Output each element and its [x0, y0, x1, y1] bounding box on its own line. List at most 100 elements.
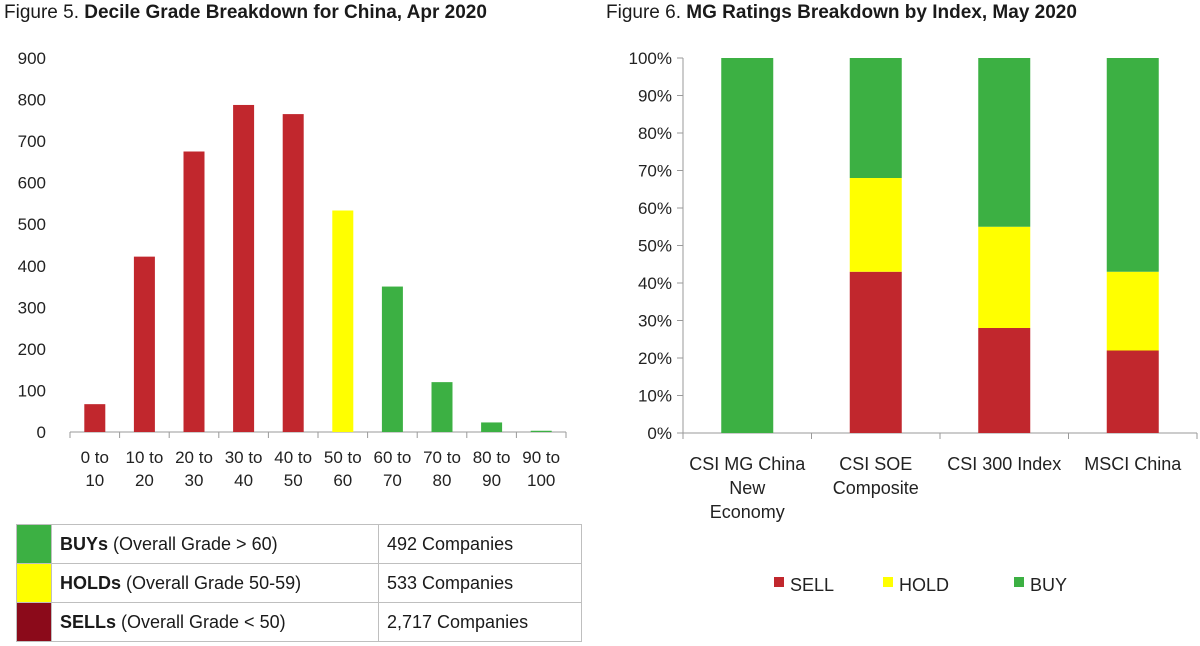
- bar: [282, 114, 304, 432]
- figure6-title-bold: MG Ratings Breakdown by Index, May 2020: [686, 2, 1077, 23]
- sell-swatch: [16, 602, 52, 642]
- x-tick-label: 10: [85, 471, 104, 490]
- bar-segment-hold: [978, 226, 1031, 328]
- y-tick-label: 600: [18, 174, 46, 193]
- x-tick-label: 70 to: [423, 448, 461, 467]
- figure6-title-prefix: Figure 6.: [606, 2, 687, 23]
- bar-segment-hold: [1106, 271, 1159, 351]
- legend-item-hold: HOLD: [883, 575, 949, 595]
- ratings-stacked-bar-chart: 0% 10% 20% 30% 40% 50% 60% 70% 80% 90% 100% CSI MG …: [629, 49, 1198, 595]
- y-tick-label: 300: [18, 298, 46, 317]
- legend-label: BUY: [1030, 575, 1067, 595]
- figure6-title: Figure 6. MG Ratings Breakdown by Index,…: [606, 2, 1077, 24]
- bar-segment-buy: [978, 58, 1031, 227]
- sell-description: SELLs (Overall Grade < 50): [51, 602, 379, 642]
- bar: [84, 404, 106, 432]
- y-tick-label: 100: [18, 381, 46, 400]
- x-tick-label: 100: [527, 471, 555, 490]
- legend-row-sells: SELLs (Overall Grade < 50) 2,717 Compani…: [16, 602, 582, 642]
- x-tick-label: 60: [333, 471, 352, 490]
- bar: [381, 286, 403, 432]
- buy-criteria: (Overall Grade > 60): [108, 533, 278, 554]
- x-tick-label: CSI MG China: [689, 454, 806, 474]
- x-tick-label: 60 to: [373, 448, 411, 467]
- legend-swatch: [1014, 577, 1024, 587]
- legend-swatch: [883, 577, 893, 587]
- y-tick-label: 400: [18, 257, 46, 276]
- buy-description: BUYs (Overall Grade > 60): [51, 524, 379, 564]
- y-tick-label: 900: [18, 49, 46, 68]
- grade-legend-table: BUYs (Overall Grade > 60) 492 Companies …: [16, 524, 582, 642]
- legend-label: HOLD: [899, 575, 949, 595]
- hold-description: HOLDs (Overall Grade 50-59): [51, 563, 379, 603]
- y-tick-label: 30%: [638, 312, 672, 331]
- x-tick-label: 0 to: [81, 448, 109, 467]
- y-tick-label: 60%: [638, 199, 672, 218]
- x-tick-label: 30 to: [225, 448, 263, 467]
- x-tick-label: CSI 300 Index: [947, 454, 1061, 474]
- x-tick-label: Composite: [833, 478, 919, 498]
- x-tick-label: 20: [135, 471, 154, 490]
- buy-swatch: [16, 524, 52, 564]
- bar: [431, 382, 453, 432]
- y-tick-label: 10%: [638, 387, 672, 406]
- bar: [530, 430, 552, 432]
- legend-row-holds: HOLDs (Overall Grade 50-59) 533 Companie…: [16, 563, 582, 603]
- x-tick-label: 20 to: [175, 448, 213, 467]
- figure5-title: Figure 5. Decile Grade Breakdown for Chi…: [4, 2, 487, 24]
- x-tick-label: 90: [482, 471, 501, 490]
- y-tick-label: 70%: [638, 162, 672, 181]
- y-tick-label: 800: [18, 91, 46, 110]
- y-tick-label: 80%: [638, 124, 672, 143]
- bar-segment-sell: [849, 271, 902, 433]
- y-tick-label: 0: [37, 423, 46, 442]
- x-tick-label: 10 to: [125, 448, 163, 467]
- bar: [332, 210, 354, 432]
- figure5-title-prefix: Figure 5.: [4, 2, 85, 23]
- bar: [233, 104, 255, 433]
- x-tick-label: MSCI China: [1084, 454, 1182, 474]
- bar-segment-sell: [978, 328, 1031, 433]
- sell-label: SELLs: [60, 611, 117, 632]
- legend-item-buy: BUY: [1014, 575, 1067, 595]
- x-tick-label: 70: [383, 471, 402, 490]
- bar: [481, 422, 503, 432]
- hold-criteria: (Overall Grade 50-59): [121, 572, 302, 593]
- y-tick-label: 20%: [638, 349, 672, 368]
- legend-label: SELL: [790, 575, 834, 595]
- x-tick-label: 50: [284, 471, 303, 490]
- y-tick-label: 40%: [638, 274, 672, 293]
- x-tick-label: 90 to: [522, 448, 560, 467]
- bar: [133, 256, 155, 432]
- y-tick-label: 0%: [647, 424, 672, 443]
- sell-criteria: (Overall Grade < 50): [116, 611, 286, 632]
- x-tick-label: Economy: [710, 502, 785, 522]
- x-tick-label: 80: [433, 471, 452, 490]
- bar-segment-hold: [849, 178, 902, 272]
- x-tick-label: 40 to: [274, 448, 312, 467]
- sell-count: 2,717 Companies: [378, 602, 582, 642]
- y-tick-label: 200: [18, 340, 46, 359]
- buy-count: 492 Companies: [378, 524, 582, 564]
- x-tick-label: 40: [234, 471, 253, 490]
- bar-segment-sell: [1106, 350, 1159, 433]
- bar: [183, 151, 205, 432]
- y-tick-label: 700: [18, 132, 46, 151]
- y-tick-label: 500: [18, 215, 46, 234]
- bar-segment-buy: [1106, 58, 1159, 272]
- legend-swatch: [774, 577, 784, 587]
- decile-bar-chart: 0 100 200 300 400 500 600 700 800 900 0 to 10 10 to 2…: [18, 49, 567, 490]
- x-tick-label: 50 to: [324, 448, 362, 467]
- buy-label: BUYs: [60, 533, 109, 554]
- bar-segment-buy: [721, 58, 774, 433]
- y-tick-label: 50%: [638, 237, 672, 256]
- figure5-title-bold: Decile Grade Breakdown for China, Apr 20…: [84, 2, 487, 23]
- legend-row-buys: BUYs (Overall Grade > 60) 492 Companies: [16, 524, 582, 564]
- legend-item-sell: SELL: [774, 575, 834, 595]
- x-tick-label: New: [729, 478, 766, 498]
- hold-swatch: [16, 563, 52, 603]
- hold-label: HOLDs: [60, 572, 122, 593]
- y-tick-label: 90%: [638, 87, 672, 106]
- x-tick-label: 30: [185, 471, 204, 490]
- x-tick-label: CSI SOE: [839, 454, 912, 474]
